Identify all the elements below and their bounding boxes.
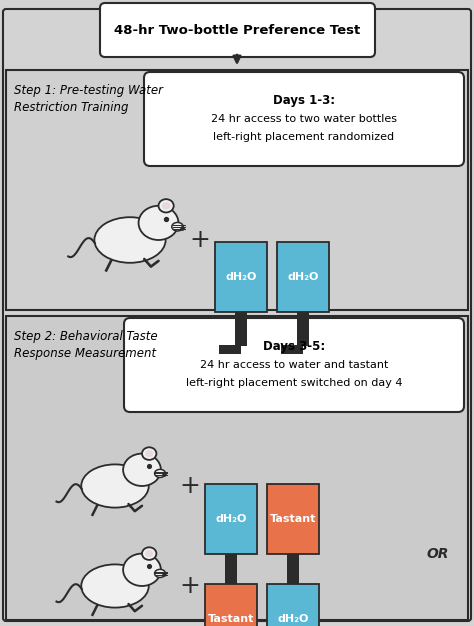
Bar <box>297 312 309 332</box>
Text: dH₂O: dH₂O <box>225 272 257 282</box>
FancyBboxPatch shape <box>3 9 471 621</box>
Bar <box>281 345 303 354</box>
FancyBboxPatch shape <box>144 72 464 166</box>
Ellipse shape <box>94 217 165 263</box>
Bar <box>297 331 309 346</box>
Bar <box>205 584 257 626</box>
Text: Tastant: Tastant <box>208 614 254 624</box>
Text: dH₂O: dH₂O <box>277 614 309 624</box>
Ellipse shape <box>138 206 178 240</box>
Text: 24 hr access to two water bottles: 24 hr access to two water bottles <box>211 114 397 124</box>
Text: dH₂O: dH₂O <box>215 514 246 524</box>
Text: +: + <box>190 228 210 252</box>
Text: Step 2: Behavioral Taste
Response Measurement: Step 2: Behavioral Taste Response Measur… <box>14 330 158 360</box>
Ellipse shape <box>145 450 153 457</box>
Bar <box>287 573 299 588</box>
Bar <box>225 554 237 574</box>
Ellipse shape <box>155 470 165 478</box>
Ellipse shape <box>123 553 161 586</box>
Text: left-right placement switched on day 4: left-right placement switched on day 4 <box>186 378 402 388</box>
Ellipse shape <box>162 202 170 210</box>
Bar <box>205 484 257 554</box>
Bar <box>277 242 329 312</box>
Text: Step 1: Pre-testing Water
Restriction Training: Step 1: Pre-testing Water Restriction Tr… <box>14 84 163 114</box>
Text: +: + <box>180 474 201 498</box>
Text: Days 3-5:: Days 3-5: <box>263 340 325 353</box>
Bar <box>235 312 247 332</box>
Bar <box>267 484 319 554</box>
Ellipse shape <box>81 565 149 608</box>
Ellipse shape <box>155 570 165 577</box>
FancyBboxPatch shape <box>6 316 468 620</box>
Bar <box>287 554 299 574</box>
Text: dH₂O: dH₂O <box>287 272 319 282</box>
Bar <box>219 345 241 354</box>
Text: 48-hr Two-bottle Preference Test: 48-hr Two-bottle Preference Test <box>114 24 361 36</box>
Bar <box>209 587 231 596</box>
Bar <box>225 573 237 588</box>
Text: OR: OR <box>427 547 449 561</box>
FancyBboxPatch shape <box>100 3 375 57</box>
Text: Tastant: Tastant <box>270 514 316 524</box>
Bar <box>215 242 267 312</box>
Text: +: + <box>180 574 201 598</box>
Text: 24 hr access to water and tastant: 24 hr access to water and tastant <box>200 360 388 370</box>
Ellipse shape <box>172 222 183 231</box>
Bar <box>271 587 293 596</box>
Ellipse shape <box>81 464 149 508</box>
FancyBboxPatch shape <box>6 70 468 310</box>
Ellipse shape <box>158 199 173 212</box>
Ellipse shape <box>142 448 156 460</box>
Text: left-right placement randomized: left-right placement randomized <box>213 132 394 142</box>
Ellipse shape <box>123 454 161 486</box>
Ellipse shape <box>145 550 153 557</box>
Bar <box>267 584 319 626</box>
Text: Days 1-3:: Days 1-3: <box>273 94 335 107</box>
Ellipse shape <box>142 547 156 560</box>
Bar <box>235 331 247 346</box>
FancyBboxPatch shape <box>124 318 464 412</box>
